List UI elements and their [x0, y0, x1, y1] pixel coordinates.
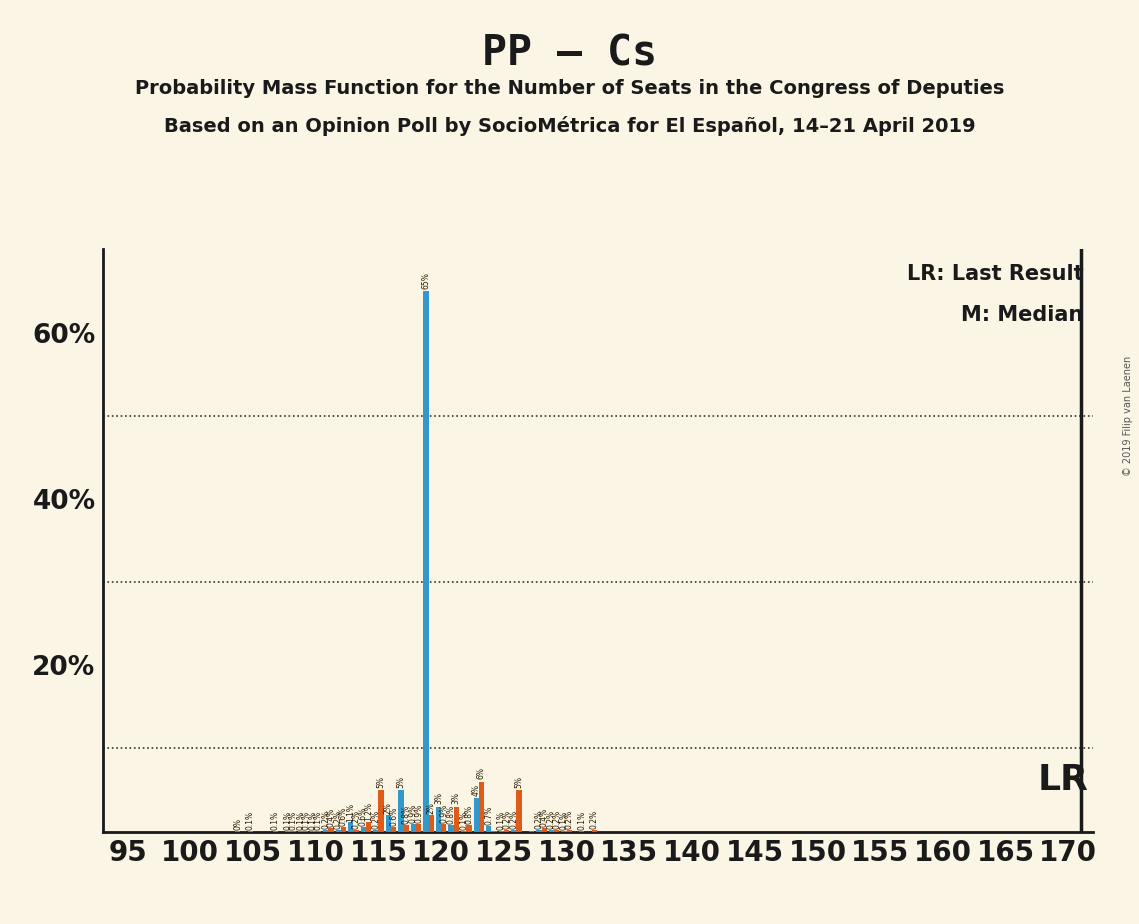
- Bar: [516, 790, 522, 832]
- Bar: [323, 830, 328, 832]
- Text: 5%: 5%: [396, 775, 405, 787]
- Bar: [541, 828, 547, 832]
- Text: 0.9%: 0.9%: [440, 804, 449, 823]
- Bar: [449, 825, 453, 832]
- Bar: [424, 291, 428, 832]
- Text: 0.1%: 0.1%: [302, 811, 310, 830]
- Bar: [341, 827, 346, 832]
- Text: Probability Mass Function for the Number of Seats in the Congress of Deputies: Probability Mass Function for the Number…: [134, 79, 1005, 98]
- Text: 0.9%: 0.9%: [415, 804, 424, 823]
- Text: 0.2%: 0.2%: [547, 810, 556, 829]
- Text: 0.2%: 0.2%: [534, 810, 543, 829]
- Bar: [353, 830, 359, 832]
- Bar: [386, 815, 391, 832]
- Bar: [366, 821, 371, 832]
- Text: 0.4%: 0.4%: [327, 808, 335, 828]
- Text: 0.9%: 0.9%: [409, 804, 418, 823]
- Text: 0.4%: 0.4%: [540, 808, 549, 828]
- Text: 0.2%: 0.2%: [552, 810, 562, 829]
- Bar: [416, 824, 421, 832]
- Bar: [328, 828, 334, 832]
- Text: 4%: 4%: [472, 784, 481, 796]
- Bar: [336, 830, 341, 832]
- Bar: [549, 830, 554, 832]
- Bar: [436, 807, 441, 832]
- Text: 0.1%: 0.1%: [314, 811, 322, 830]
- Bar: [411, 824, 416, 832]
- Text: 0%: 0%: [233, 818, 243, 830]
- Text: 1.1%: 1.1%: [346, 803, 355, 821]
- Text: 1.2%: 1.2%: [364, 802, 374, 821]
- Bar: [403, 825, 409, 832]
- Text: 5%: 5%: [377, 775, 386, 787]
- Bar: [566, 830, 572, 832]
- Text: 0.1%: 0.1%: [284, 811, 293, 830]
- Text: LR: LR: [1038, 762, 1089, 796]
- Text: 0.6%: 0.6%: [359, 807, 368, 826]
- Text: 0.2%: 0.2%: [502, 810, 511, 829]
- Text: 3%: 3%: [434, 792, 443, 804]
- Text: 0.6%: 0.6%: [339, 807, 349, 826]
- Text: 0.1%: 0.1%: [577, 811, 587, 830]
- Bar: [554, 830, 559, 832]
- Bar: [399, 790, 403, 832]
- Bar: [428, 815, 434, 832]
- Text: 0.2%: 0.2%: [509, 810, 518, 829]
- Text: 0.7%: 0.7%: [484, 806, 493, 825]
- Text: Based on an Opinion Poll by SocioMétrica for El Español, 14–21 April 2019: Based on an Opinion Poll by SocioMétrica…: [164, 116, 975, 136]
- Text: 0.2%: 0.2%: [565, 810, 574, 829]
- Text: 0.8%: 0.8%: [465, 805, 474, 824]
- Text: 0.2%: 0.2%: [321, 810, 330, 829]
- Text: 0.1%: 0.1%: [309, 811, 318, 830]
- Text: 0.1%: 0.1%: [559, 811, 568, 830]
- Text: 0.1%: 0.1%: [296, 811, 305, 830]
- Text: 6%: 6%: [477, 767, 486, 779]
- Text: 0.2%: 0.2%: [352, 810, 361, 829]
- Text: 0.2%: 0.2%: [334, 810, 343, 829]
- Bar: [478, 782, 484, 832]
- Text: 0.1%: 0.1%: [497, 811, 506, 830]
- Bar: [453, 807, 459, 832]
- Text: M: Median: M: Median: [961, 305, 1083, 324]
- Text: 0.1%: 0.1%: [246, 811, 255, 830]
- Bar: [374, 830, 378, 832]
- Text: 0.1%: 0.1%: [459, 811, 468, 830]
- Bar: [391, 827, 396, 832]
- Text: PP – Cs: PP – Cs: [482, 32, 657, 74]
- Text: 65%: 65%: [421, 272, 431, 288]
- Text: 0.1%: 0.1%: [289, 811, 297, 830]
- Text: LR: Last Result: LR: Last Result: [907, 264, 1083, 284]
- Text: 0.2%: 0.2%: [590, 810, 599, 829]
- Bar: [536, 830, 541, 832]
- Text: © 2019 Filip van Laenen: © 2019 Filip van Laenen: [1123, 356, 1133, 476]
- Bar: [591, 830, 597, 832]
- Text: 0.8%: 0.8%: [446, 805, 456, 824]
- Bar: [486, 826, 491, 832]
- Bar: [511, 830, 516, 832]
- Text: 0.6%: 0.6%: [390, 807, 399, 826]
- Bar: [466, 825, 472, 832]
- Text: 5%: 5%: [515, 775, 524, 787]
- Bar: [441, 824, 446, 832]
- Text: 0.1%: 0.1%: [271, 811, 280, 830]
- Bar: [474, 798, 478, 832]
- Text: 0.8%: 0.8%: [402, 805, 411, 824]
- Bar: [361, 827, 366, 832]
- Text: 2%: 2%: [384, 802, 393, 814]
- Bar: [503, 830, 509, 832]
- Bar: [378, 790, 384, 832]
- Text: 3%: 3%: [452, 792, 461, 804]
- Text: 0.2%: 0.2%: [371, 810, 380, 829]
- Bar: [349, 822, 353, 832]
- Text: 2%: 2%: [427, 802, 436, 814]
